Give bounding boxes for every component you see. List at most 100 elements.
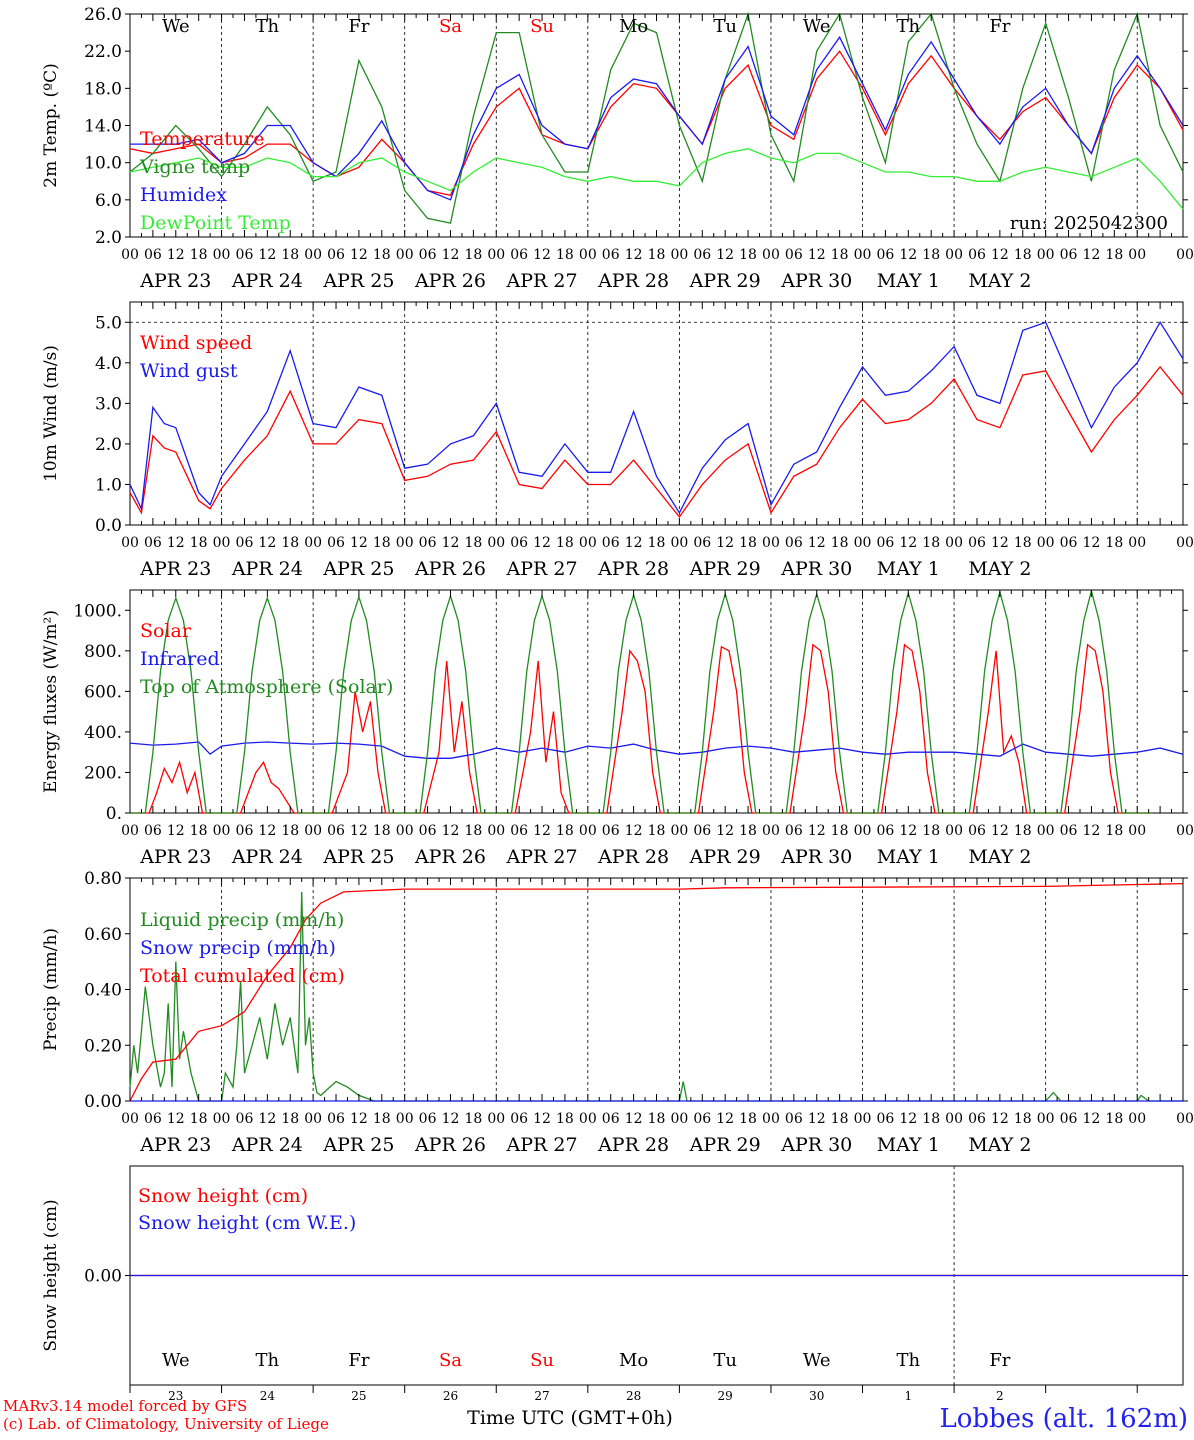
- legend-entry: Snow precip (mm/h): [140, 937, 336, 959]
- hour-label: 18: [464, 1111, 482, 1127]
- y-tick-label: 0.80: [84, 869, 122, 889]
- hour-label: 12: [258, 247, 276, 263]
- hour-label: 06: [785, 247, 803, 263]
- hour-label: 18: [922, 823, 940, 839]
- hour-label: 00: [304, 535, 322, 551]
- hour-label: 12: [899, 247, 917, 263]
- date-label: APR 26: [414, 558, 486, 580]
- legend-entry: Solar: [140, 620, 192, 642]
- hour-label: 18: [1014, 535, 1032, 551]
- hour-label: 06: [236, 247, 254, 263]
- y-tick-label: 0.0: [95, 516, 122, 536]
- hour-label: 00: [854, 823, 872, 839]
- y-axis-title: 10m Wind (m/s): [41, 345, 61, 482]
- hour-label: 06: [327, 823, 345, 839]
- y-axis-title: Snow height (cm): [41, 1199, 61, 1351]
- date-label: APR 26: [414, 1134, 486, 1156]
- legend-entry: Wind speed: [140, 332, 252, 354]
- date-label: MAY 1: [877, 270, 940, 292]
- series-line-wind-speed: [129, 365, 1184, 518]
- hour-label: 06: [785, 823, 803, 839]
- hour-label: 18: [922, 535, 940, 551]
- y-tick-label: 0.: [106, 804, 122, 824]
- day-number-label: 27: [534, 1389, 549, 1403]
- hour-label: 18: [1014, 823, 1032, 839]
- day-of-week-label: Sa: [439, 16, 462, 37]
- hour-label: 18: [831, 247, 849, 263]
- legend-entry: Top of Atmosphere (Solar): [140, 676, 393, 698]
- hour-label: 18: [739, 823, 757, 839]
- hour-label: 12: [167, 823, 185, 839]
- hour-label: 00: [1176, 247, 1194, 263]
- hour-label: 06: [876, 823, 894, 839]
- date-label: APR 28: [597, 1134, 669, 1156]
- credit-line-2: (c) Lab. of Climatology, University of L…: [3, 1415, 329, 1433]
- date-label: APR 28: [597, 270, 669, 292]
- hour-label: 06: [144, 535, 162, 551]
- hour-label: 06: [419, 823, 437, 839]
- hour-label: 00: [396, 823, 414, 839]
- day-number-label: 29: [718, 1389, 733, 1403]
- hour-label: 00: [487, 535, 505, 551]
- hour-label: 06: [327, 247, 345, 263]
- day-of-week-label: We: [162, 1350, 190, 1371]
- day-of-week-label: Fr: [989, 16, 1010, 37]
- hour-label: 00: [121, 247, 139, 263]
- hour-label: 18: [373, 823, 391, 839]
- date-label: MAY 2: [968, 270, 1031, 292]
- hour-label: 06: [876, 535, 894, 551]
- hour-label: 12: [716, 535, 734, 551]
- legend-entry: Infrared: [140, 648, 220, 670]
- legend-entry: Liquid precip (mm/h): [140, 909, 344, 931]
- date-label: APR 26: [414, 846, 486, 868]
- hour-label: 06: [1060, 247, 1078, 263]
- series-line-liquid-precip-mm-h-: [129, 891, 1183, 1102]
- date-label: APR 30: [780, 1134, 852, 1156]
- panel-5: 0.00 Snow height (cm) Snow height (cm) Snow…: [41, 1165, 1188, 1403]
- hour-label: 12: [442, 247, 460, 263]
- hour-label: 18: [464, 823, 482, 839]
- date-label: APR 27: [506, 846, 578, 868]
- day-of-week-label: Fr: [989, 1350, 1010, 1371]
- legend-entry: Vigne temp: [139, 156, 250, 178]
- day-of-week-label: Fr: [348, 1350, 369, 1371]
- hour-label: 06: [1060, 535, 1078, 551]
- hour-label: 00: [304, 1111, 322, 1127]
- hour-label: 00: [487, 823, 505, 839]
- y-tick-label: 14.0: [84, 117, 122, 137]
- day-of-week-label: Tu: [713, 1350, 737, 1371]
- hour-label: 00: [1176, 823, 1194, 839]
- hour-label: 18: [648, 823, 666, 839]
- hour-label: 12: [808, 823, 826, 839]
- hour-label: 18: [190, 535, 208, 551]
- hour-label: 06: [510, 1111, 528, 1127]
- y-tick-label: 0.00: [84, 1092, 122, 1112]
- date-label: APR 27: [506, 270, 578, 292]
- hour-label: 06: [693, 535, 711, 551]
- hour-label: 06: [602, 823, 620, 839]
- date-label: MAY 1: [877, 558, 940, 580]
- hour-label: 06: [510, 823, 528, 839]
- day-of-week-label: Tu: [713, 16, 737, 37]
- hour-label: 06: [144, 823, 162, 839]
- hour-label: 00: [213, 1111, 231, 1127]
- hour-label: 06: [785, 535, 803, 551]
- date-label: APR 28: [597, 558, 669, 580]
- y-tick-label: 0.20: [84, 1036, 122, 1056]
- y-tick-label: 22.0: [84, 42, 122, 62]
- hour-label: 12: [991, 247, 1009, 263]
- date-label: MAY 2: [968, 846, 1031, 868]
- hour-label: 06: [144, 1111, 162, 1127]
- hour-label: 18: [281, 247, 299, 263]
- y-axis-title: Energy fluxes (W/m²): [41, 610, 61, 793]
- hour-label: 00: [854, 535, 872, 551]
- hour-label: 12: [808, 535, 826, 551]
- day-of-week-label: Sa: [439, 1350, 462, 1371]
- plot-frame: [129, 301, 1184, 526]
- hour-label: 00: [670, 1111, 688, 1127]
- y-tick-label: 400.: [84, 723, 122, 743]
- hour-label: 18: [1105, 823, 1123, 839]
- hour-label: 12: [350, 1111, 368, 1127]
- hour-label: 00: [670, 823, 688, 839]
- date-label: APR 29: [689, 558, 761, 580]
